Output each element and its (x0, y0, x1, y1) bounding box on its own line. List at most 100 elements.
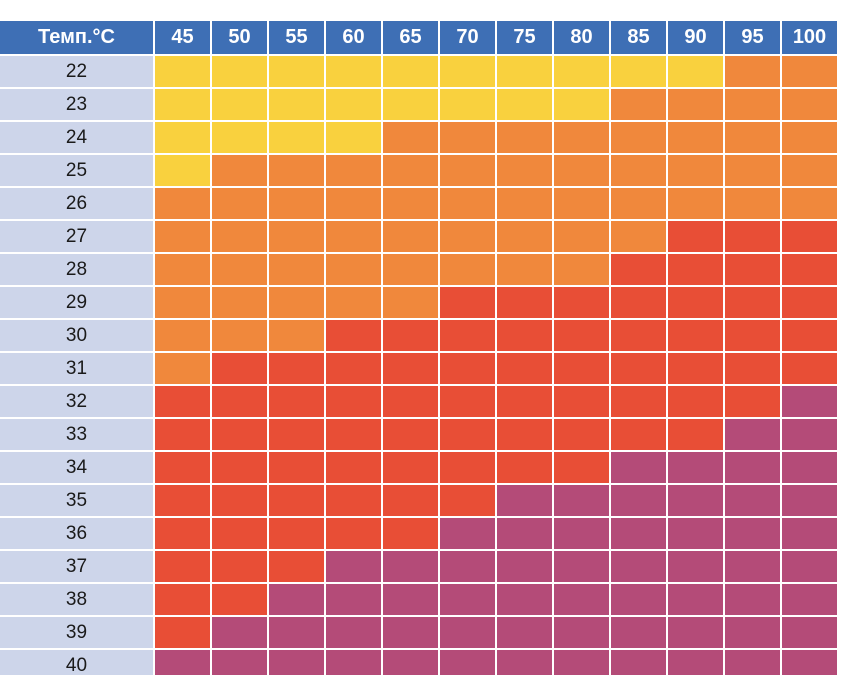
cell (212, 518, 269, 551)
row-label: 22 (0, 56, 155, 89)
cell (269, 551, 326, 584)
cell (497, 221, 554, 254)
cell (440, 617, 497, 650)
cell (554, 617, 611, 650)
cell (155, 122, 212, 155)
cell (497, 452, 554, 485)
cell (725, 56, 782, 89)
cell (611, 386, 668, 419)
cell (668, 551, 725, 584)
cell (269, 518, 326, 551)
cell (212, 221, 269, 254)
cell (440, 551, 497, 584)
row-label: 39 (0, 617, 155, 650)
cell (155, 89, 212, 122)
row-label: 40 (0, 650, 155, 675)
cell (155, 386, 212, 419)
cell (212, 188, 269, 221)
cell (155, 452, 212, 485)
cell (155, 584, 212, 617)
cell (497, 320, 554, 353)
cell (212, 353, 269, 386)
cell (611, 584, 668, 617)
row-label: 31 (0, 353, 155, 386)
cell (668, 56, 725, 89)
cell (554, 155, 611, 188)
cell (554, 551, 611, 584)
cell (497, 650, 554, 675)
cell (554, 221, 611, 254)
cell (554, 650, 611, 675)
column-header: 45 (155, 21, 212, 56)
cell (554, 287, 611, 320)
cell (782, 650, 839, 675)
cell (440, 650, 497, 675)
row-label: 29 (0, 287, 155, 320)
column-header: 80 (554, 21, 611, 56)
cell (725, 122, 782, 155)
cell (155, 551, 212, 584)
cell (725, 419, 782, 452)
cell (269, 485, 326, 518)
cell (668, 584, 725, 617)
column-header: 100 (782, 21, 839, 56)
cell (554, 518, 611, 551)
cell (326, 320, 383, 353)
cell (269, 353, 326, 386)
cell (725, 617, 782, 650)
cell (668, 452, 725, 485)
cell (554, 56, 611, 89)
cell (383, 617, 440, 650)
row-label: 25 (0, 155, 155, 188)
cell (155, 254, 212, 287)
cell (782, 122, 839, 155)
cell (497, 485, 554, 518)
cell (668, 617, 725, 650)
cell (782, 584, 839, 617)
cell (326, 155, 383, 188)
cell (497, 584, 554, 617)
corner-header: Темп.°C (0, 21, 155, 56)
cell (269, 254, 326, 287)
cell (440, 254, 497, 287)
cell (212, 584, 269, 617)
cell (383, 386, 440, 419)
cell (212, 386, 269, 419)
cell (497, 617, 554, 650)
cell (554, 452, 611, 485)
cell (725, 485, 782, 518)
cell (383, 188, 440, 221)
cell (497, 419, 554, 452)
cell (668, 287, 725, 320)
cell (155, 287, 212, 320)
cell (554, 419, 611, 452)
cell (611, 155, 668, 188)
cell (383, 485, 440, 518)
cell (269, 584, 326, 617)
cell (725, 452, 782, 485)
row-label: 32 (0, 386, 155, 419)
cell (155, 650, 212, 675)
cell (668, 122, 725, 155)
cell (554, 122, 611, 155)
cell (725, 584, 782, 617)
cell (611, 56, 668, 89)
cell (440, 320, 497, 353)
cell (554, 386, 611, 419)
row-label: 38 (0, 584, 155, 617)
cell (668, 254, 725, 287)
cell (725, 518, 782, 551)
column-header: 70 (440, 21, 497, 56)
cell (782, 155, 839, 188)
cell (440, 584, 497, 617)
cell (440, 353, 497, 386)
cell (611, 188, 668, 221)
cell (383, 452, 440, 485)
cell (554, 584, 611, 617)
cell (554, 320, 611, 353)
cell (725, 221, 782, 254)
cell (155, 617, 212, 650)
cell (782, 320, 839, 353)
cell (725, 155, 782, 188)
cell (611, 551, 668, 584)
